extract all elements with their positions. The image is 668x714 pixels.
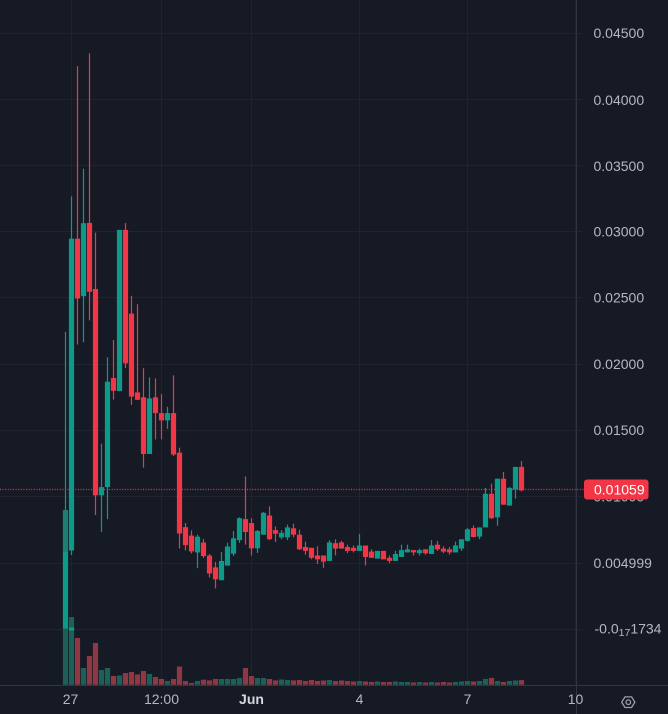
svg-text:Jun: Jun <box>239 691 264 707</box>
svg-text:0.04500: 0.04500 <box>594 25 645 41</box>
svg-text:-0.0171734: -0.0171734 <box>595 620 662 639</box>
svg-text:0.03500: 0.03500 <box>594 158 645 174</box>
svg-text:0.01059: 0.01059 <box>594 482 645 498</box>
svg-text:4: 4 <box>356 691 364 707</box>
svg-text:0.004999: 0.004999 <box>594 555 653 571</box>
svg-text:0.04000: 0.04000 <box>594 92 645 108</box>
svg-text:0.01500: 0.01500 <box>594 422 645 438</box>
svg-text:27: 27 <box>63 691 79 707</box>
svg-text:0.02500: 0.02500 <box>594 289 645 305</box>
svg-text:12:00: 12:00 <box>144 691 179 707</box>
svg-text:7: 7 <box>464 691 472 707</box>
svg-text:10: 10 <box>568 691 584 707</box>
svg-text:0.03000: 0.03000 <box>594 224 645 240</box>
svg-text:0.02000: 0.02000 <box>594 356 645 372</box>
